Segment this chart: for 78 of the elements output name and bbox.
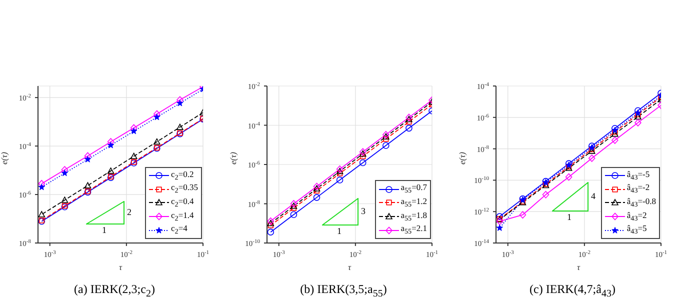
point: [176, 100, 184, 106]
point: [130, 152, 138, 160]
legend-label: a$_{55}$=1.8: [400, 210, 427, 224]
point: [496, 218, 504, 226]
legend-label: â$_{43}$=-0.8: [626, 196, 656, 210]
y-axis-title: e(τ): [457, 152, 468, 164]
point: [267, 220, 274, 226]
point: [313, 194, 320, 201]
legend-label: a$_{55}$=1.2: [400, 196, 427, 210]
annotation: 2: [127, 206, 132, 216]
point: [635, 112, 641, 118]
point: [38, 184, 46, 190]
legend-label: c$_{2}$=0.4: [171, 196, 194, 210]
point: [336, 168, 344, 174]
legend-label: â$_{43}$=-2: [626, 182, 650, 196]
point: [612, 136, 618, 144]
legend-label: a$_{55}$=0.7: [400, 182, 427, 196]
legend-label: c$_{2}$=0.2: [171, 168, 194, 182]
x-axis-title: τ: [576, 262, 581, 272]
point: [38, 180, 46, 188]
text: (b) IERK(3,5;a$_{55}$): [299, 282, 388, 300]
point: [634, 118, 642, 126]
point: [84, 182, 92, 188]
point: [383, 136, 389, 142]
point: [406, 124, 412, 132]
point: [107, 142, 114, 148]
point: [130, 128, 138, 134]
legend-label: â$_{43}$=5: [626, 223, 647, 237]
point: [314, 188, 320, 194]
legend-label: c$_{2}$=4: [171, 223, 188, 237]
text: (c) IERK(4,7;â$_{43}$): [528, 282, 616, 300]
point: [496, 213, 504, 220]
point: [61, 166, 68, 174]
point: [61, 196, 68, 203]
point: [496, 224, 504, 231]
point: [406, 118, 412, 125]
point: [38, 211, 46, 218]
point: [382, 133, 390, 140]
y-axis-title: e(τ): [0, 152, 10, 164]
legend-label: â$_{43}$=2: [626, 210, 647, 224]
point: [519, 211, 526, 219]
point: [107, 168, 114, 174]
point: [154, 138, 160, 145]
point: [565, 173, 572, 181]
x-axis-title: τ: [118, 262, 123, 272]
point: [336, 176, 344, 184]
text: (a) IERK(2,3;c$_{2}$): [73, 282, 156, 300]
point: [107, 138, 114, 146]
annotation: 3: [361, 206, 366, 216]
point: [359, 159, 366, 166]
point: [337, 170, 343, 176]
point: [634, 113, 642, 120]
point: [313, 185, 320, 192]
point: [360, 154, 366, 160]
point: [359, 150, 366, 157]
annotation: 4: [591, 190, 596, 200]
point: [268, 222, 274, 228]
point: [176, 124, 184, 130]
point: [542, 190, 550, 198]
point: [267, 228, 274, 236]
point: [290, 202, 298, 209]
point: [61, 170, 68, 176]
annotation: 1: [337, 226, 342, 236]
x-axis-title: τ: [348, 262, 352, 272]
legend-label: a$_{55}$=2.1: [400, 223, 427, 237]
legend-label: â$_{43}$=-5: [626, 168, 650, 182]
legend-label: c$_{2}$=0.35: [171, 182, 198, 196]
point: [382, 142, 390, 149]
point: [267, 217, 274, 225]
annotation: 1: [102, 225, 106, 235]
y-axis-title: e(τ): [228, 152, 238, 164]
point: [290, 211, 298, 218]
point: [84, 156, 92, 162]
point: [154, 114, 160, 120]
point: [588, 154, 596, 162]
legend-label: c$_{2}$=1.4: [171, 210, 194, 224]
point: [290, 205, 296, 211]
annotation: 1: [567, 212, 572, 222]
